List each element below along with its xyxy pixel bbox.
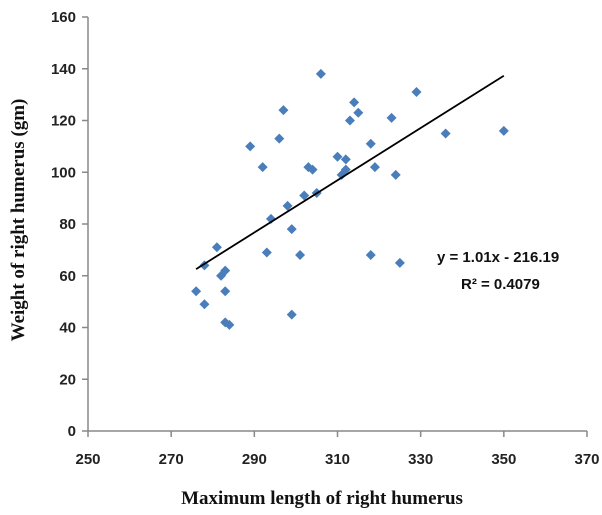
data-point — [211, 242, 222, 253]
x-tick-label: 290 — [242, 451, 267, 468]
data-point — [340, 154, 351, 165]
x-tick-label: 310 — [325, 451, 350, 468]
trendline — [195, 74, 505, 270]
y-tick-label: 0 — [68, 423, 76, 440]
data-point — [224, 319, 235, 330]
data-point — [274, 133, 285, 144]
data-point — [220, 286, 231, 297]
y-tick-label: 80 — [59, 216, 76, 233]
data-point — [365, 138, 376, 149]
data-point — [278, 105, 289, 116]
y-tick-label: 20 — [59, 371, 76, 388]
y-tick-label: 160 — [51, 9, 76, 26]
data-points — [191, 68, 509, 330]
y-tick-label: 60 — [59, 268, 76, 285]
data-point — [245, 141, 256, 152]
data-point — [220, 265, 231, 276]
y-tick-label: 40 — [59, 320, 76, 337]
data-point — [369, 162, 380, 173]
data-point — [315, 68, 326, 79]
data-point — [307, 164, 318, 175]
data-point — [286, 224, 297, 235]
x-axis-ticks: 250 270 290 310 330 350 370 — [75, 431, 600, 468]
y-axis-title: Weight of right humerus (gm) — [8, 99, 29, 342]
data-point — [390, 169, 401, 180]
data-point — [191, 286, 202, 297]
y-tick-label: 100 — [51, 164, 76, 181]
data-point — [282, 200, 293, 211]
data-point — [498, 125, 509, 136]
data-point — [411, 87, 422, 98]
data-point — [257, 162, 268, 173]
trendline-r-squared: R² = 0.4079 — [461, 276, 540, 293]
x-tick-label: 370 — [574, 451, 599, 468]
x-axis-title: Maximum length of right humerus — [181, 488, 463, 509]
x-tick-label: 270 — [159, 451, 184, 468]
data-point — [365, 250, 376, 261]
data-point — [386, 112, 397, 123]
y-axis-ticks: 0 20 40 60 80 100 120 140 160 — [51, 9, 88, 440]
y-tick-label: 120 — [51, 113, 76, 130]
data-point — [344, 115, 355, 126]
data-point — [199, 299, 210, 310]
x-tick-label: 330 — [408, 451, 433, 468]
data-point — [261, 247, 272, 258]
data-point — [299, 190, 310, 201]
data-point — [295, 250, 306, 261]
data-point — [440, 128, 451, 139]
data-point — [349, 97, 360, 108]
plot-area: 250 270 290 310 330 350 370 0 20 40 60 80 100 120 140… — [51, 9, 600, 468]
data-point — [332, 151, 343, 162]
x-tick-label: 250 — [75, 451, 100, 468]
data-point — [353, 107, 364, 118]
data-point — [394, 257, 405, 268]
x-tick-label: 350 — [491, 451, 516, 468]
data-point — [286, 309, 297, 320]
data-point — [340, 164, 351, 175]
trendline-equation: y = 1.01x - 216.19 — [437, 249, 559, 266]
y-tick-label: 140 — [51, 61, 76, 78]
